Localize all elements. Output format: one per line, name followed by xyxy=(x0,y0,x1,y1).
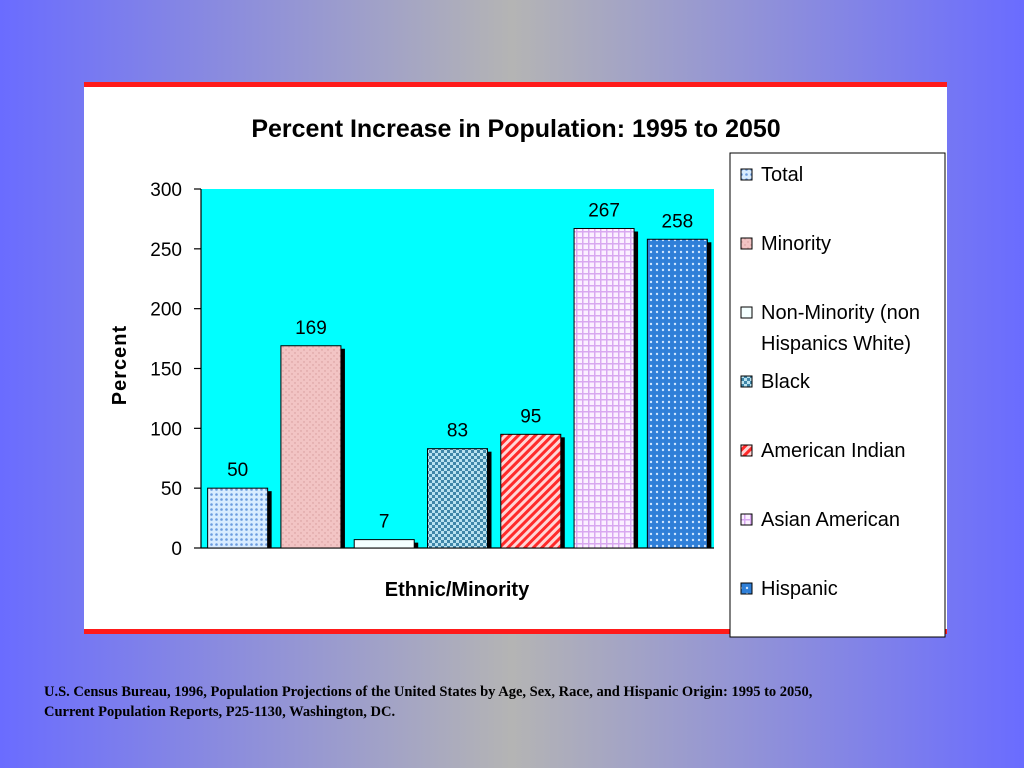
y-tick-label: 50 xyxy=(161,479,182,500)
legend-label-2: Non-Minority (non Hispanics White) xyxy=(761,302,920,355)
bar-2 xyxy=(353,539,415,549)
data-label-5: 267 xyxy=(588,200,620,221)
source-line-1: U.S. Census Bureau, 1996, Population Pro… xyxy=(44,684,813,700)
data-label-3: 83 xyxy=(447,421,468,442)
y-axis-label: Percent xyxy=(109,325,131,405)
legend-swatch-6 xyxy=(740,582,753,595)
legend-swatch-1 xyxy=(740,237,753,250)
data-label-2: 7 xyxy=(379,512,390,533)
legend-box xyxy=(729,152,946,638)
chart-title: Percent Increase in Population: 1995 to … xyxy=(251,115,780,143)
legend-label-6: Hispanic xyxy=(761,578,838,600)
legend-label-5: Asian American xyxy=(761,509,900,531)
legend-swatch-2 xyxy=(740,306,753,319)
legend-label-1: Minority xyxy=(761,233,831,255)
y-tick-label: 200 xyxy=(150,300,182,321)
bar-4 xyxy=(500,433,562,549)
chart: Percent Increase in Population: 1995 to … xyxy=(109,115,946,638)
bar-5 xyxy=(573,227,635,549)
data-label-1: 169 xyxy=(295,318,327,339)
source-citation: U.S. Census Bureau, 1996, Population Pro… xyxy=(44,682,1004,722)
y-tick-label: 300 xyxy=(150,180,182,201)
bars: 50 169 7 83 95 267 258 xyxy=(207,200,712,549)
y-tick-label: 0 xyxy=(171,539,182,560)
bar-3 xyxy=(427,448,488,549)
legend-swatch-0 xyxy=(740,168,753,181)
y-tick-label: 150 xyxy=(150,360,182,381)
bar-6 xyxy=(646,238,708,549)
data-label-0: 50 xyxy=(227,460,248,481)
legend-label-0: Total xyxy=(761,164,803,186)
legend: Total Minority Non-Minority (non Hispanics … xyxy=(740,164,920,600)
bar-1 xyxy=(280,345,342,549)
bar-0 xyxy=(207,487,269,549)
source-line-2: Current Population Reports, P25-1130, Wa… xyxy=(44,704,396,720)
legend-swatch-4 xyxy=(740,444,753,457)
x-axis-label: Ethnic/Minority xyxy=(385,579,530,601)
legend-label-3: Black xyxy=(761,371,811,393)
y-tick-label: 250 xyxy=(150,240,182,261)
legend-swatch-5 xyxy=(740,513,753,526)
y-tick-label: 100 xyxy=(150,419,182,440)
data-label-6: 258 xyxy=(662,211,694,232)
chart-frame: Percent Increase in Population: 1995 to … xyxy=(84,82,947,638)
legend-label-4: American Indian xyxy=(761,440,906,462)
data-label-4: 95 xyxy=(520,406,541,427)
legend-swatch-3 xyxy=(740,375,753,388)
